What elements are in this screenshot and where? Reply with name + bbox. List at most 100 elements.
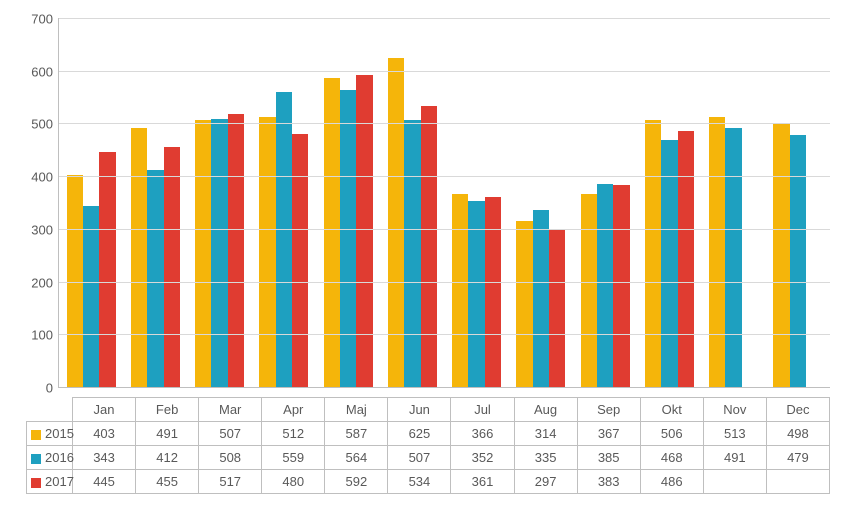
data-table: JanFebMarAprMajJunJulAugSepOktNovDec2015…: [26, 397, 830, 494]
bar: [773, 124, 789, 387]
bar: [356, 75, 372, 387]
plot-area: 0100200300400500600700: [58, 18, 830, 388]
bar: [709, 117, 725, 387]
bar-group: [452, 18, 501, 387]
gridline: 100: [59, 334, 830, 335]
data-cell: 512: [262, 422, 325, 446]
category-slot: [252, 18, 316, 387]
data-cell: 366: [451, 422, 514, 446]
bar: [164, 147, 180, 387]
data-cell: 507: [199, 422, 262, 446]
bar-group: [67, 18, 116, 387]
bar: [645, 120, 661, 387]
series-name: 2016: [45, 450, 74, 465]
data-cell: 513: [703, 422, 766, 446]
table-corner: [27, 398, 73, 422]
category-label: Nov: [703, 398, 766, 422]
legend-swatch: [31, 478, 41, 488]
bar: [790, 135, 806, 388]
bar: [404, 120, 420, 387]
data-cell: 367: [577, 422, 640, 446]
data-cell: 445: [73, 470, 136, 494]
bar: [83, 206, 99, 387]
category-slot: [509, 18, 573, 387]
data-cell: 559: [262, 446, 325, 470]
data-cell: 335: [514, 446, 577, 470]
bar: [485, 197, 501, 387]
table-row: 2017445455517480592534361297383486: [27, 470, 830, 494]
bar: [452, 194, 468, 387]
category-slot: [380, 18, 444, 387]
legend-cell: 2016: [27, 446, 73, 470]
category-label: Maj: [325, 398, 388, 422]
bar: [276, 92, 292, 387]
data-cell: [703, 470, 766, 494]
bar: [678, 131, 694, 387]
data-cell: 468: [640, 446, 703, 470]
category-label: Apr: [262, 398, 325, 422]
bars-layer: [59, 18, 830, 387]
table-header-row: JanFebMarAprMajJunJulAugSepOktNovDec: [27, 398, 830, 422]
bar: [613, 185, 629, 387]
data-cell: 592: [325, 470, 388, 494]
bar: [99, 152, 115, 387]
legend-cell: 2017: [27, 470, 73, 494]
bar-group: [324, 18, 373, 387]
bar-group: [388, 18, 437, 387]
bar: [211, 119, 227, 387]
bar: [597, 184, 613, 387]
data-cell: 625: [388, 422, 451, 446]
bar: [195, 120, 211, 387]
data-cell: 297: [514, 470, 577, 494]
bar: [388, 58, 404, 387]
data-cell: 314: [514, 422, 577, 446]
bar: [131, 128, 147, 387]
bar-group: [259, 18, 308, 387]
data-cell: 385: [577, 446, 640, 470]
bar: [147, 170, 163, 387]
category-label: Jun: [388, 398, 451, 422]
category-slot: [573, 18, 637, 387]
gridline: 0: [59, 387, 830, 388]
bar-group: [645, 18, 694, 387]
category-slot: [316, 18, 380, 387]
data-cell: 507: [388, 446, 451, 470]
category-slot: [702, 18, 766, 387]
bar-group: [709, 18, 758, 387]
y-tick-label: 500: [31, 117, 59, 132]
category-slot: [59, 18, 123, 387]
bar: [581, 194, 597, 387]
gridline: 200: [59, 282, 830, 283]
category-label: Dec: [766, 398, 829, 422]
data-cell: 506: [640, 422, 703, 446]
bar: [340, 90, 356, 387]
legend-swatch: [31, 430, 41, 440]
y-tick-label: 0: [46, 381, 59, 396]
data-cell: [766, 470, 829, 494]
category-slot: [188, 18, 252, 387]
category-label: Feb: [136, 398, 199, 422]
data-cell: 517: [199, 470, 262, 494]
y-tick-label: 300: [31, 222, 59, 237]
data-cell: 343: [73, 446, 136, 470]
data-cell: 383: [577, 470, 640, 494]
data-cell: 486: [640, 470, 703, 494]
bar: [516, 221, 532, 387]
data-cell: 361: [451, 470, 514, 494]
category-slot: [637, 18, 701, 387]
bar: [661, 140, 677, 387]
category-label: Mar: [199, 398, 262, 422]
category-slot: [123, 18, 187, 387]
data-cell: 480: [262, 470, 325, 494]
y-tick-label: 200: [31, 275, 59, 290]
y-tick-label: 700: [31, 12, 59, 27]
data-cell: 352: [451, 446, 514, 470]
bar-group: [195, 18, 244, 387]
bar: [292, 134, 308, 387]
legend-swatch: [31, 454, 41, 464]
data-cell: 498: [766, 422, 829, 446]
category-label: Sep: [577, 398, 640, 422]
category-label: Jan: [73, 398, 136, 422]
data-cell: 412: [136, 446, 199, 470]
monthly-bar-chart: 0100200300400500600700 JanFebMarAprMajJu…: [12, 12, 838, 500]
